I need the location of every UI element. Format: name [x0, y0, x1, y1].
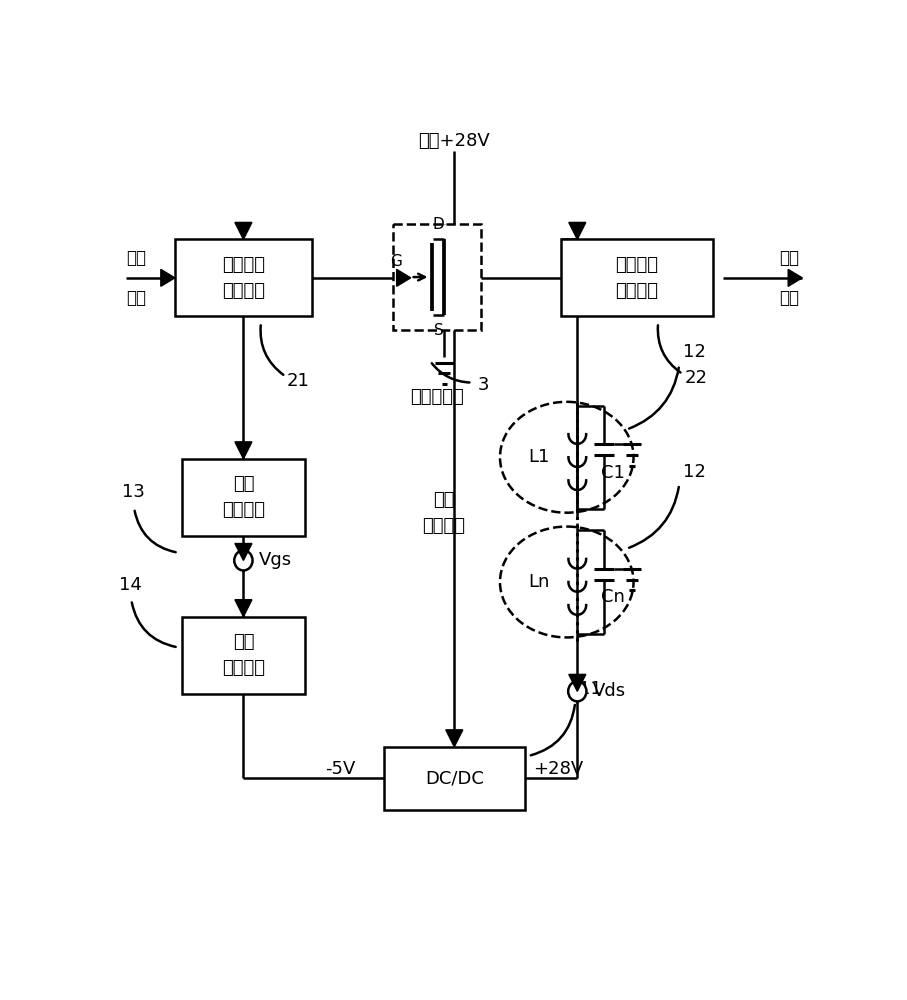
- Text: -5V: -5V: [326, 760, 356, 778]
- Text: G: G: [390, 254, 403, 269]
- Bar: [182, 617, 305, 694]
- Bar: [182, 459, 305, 536]
- Polygon shape: [235, 543, 252, 560]
- Text: 供电+28V: 供电+28V: [418, 132, 490, 150]
- Text: Vgs: Vgs: [258, 551, 292, 569]
- Text: D: D: [433, 217, 444, 232]
- Text: 输出: 输出: [779, 289, 799, 307]
- Text: Cn: Cn: [600, 588, 624, 606]
- Polygon shape: [569, 674, 586, 691]
- Text: 21: 21: [287, 372, 310, 390]
- Ellipse shape: [500, 527, 634, 637]
- Text: 14: 14: [119, 576, 141, 594]
- Text: +28V: +28V: [533, 760, 583, 778]
- Polygon shape: [235, 442, 252, 459]
- Polygon shape: [235, 222, 252, 239]
- Text: 射频: 射频: [779, 249, 799, 267]
- Polygon shape: [569, 222, 586, 239]
- Text: 输入阻抗
匹配电路: 输入阻抗 匹配电路: [222, 256, 265, 300]
- Text: 13: 13: [122, 483, 145, 501]
- Text: C1: C1: [600, 464, 624, 482]
- Polygon shape: [445, 730, 463, 747]
- Text: 射频: 射频: [126, 249, 146, 267]
- Text: 11: 11: [580, 680, 602, 698]
- Text: DC/DC: DC/DC: [424, 769, 483, 787]
- Text: 微波功率管: 微波功率管: [410, 388, 464, 406]
- Text: Ln: Ln: [528, 573, 550, 591]
- Text: 栅极
馈电网络: 栅极 馈电网络: [222, 475, 265, 520]
- Bar: [384, 747, 524, 810]
- Text: 22: 22: [685, 369, 707, 387]
- Text: 栅压
温补电路: 栅压 温补电路: [222, 633, 265, 677]
- Text: 输出阻抗
匹配电路: 输出阻抗 匹配电路: [616, 256, 658, 300]
- Bar: [393, 224, 481, 330]
- Text: 12: 12: [683, 343, 706, 361]
- Polygon shape: [161, 269, 175, 286]
- Polygon shape: [788, 269, 803, 286]
- Text: 3: 3: [478, 376, 490, 394]
- Bar: [561, 239, 713, 316]
- Circle shape: [234, 550, 252, 570]
- Circle shape: [568, 681, 587, 701]
- Polygon shape: [396, 269, 411, 286]
- Text: S: S: [434, 323, 444, 338]
- Polygon shape: [235, 600, 252, 617]
- Text: 12: 12: [683, 463, 706, 481]
- Text: 漏极
馈电网络: 漏极 馈电网络: [423, 490, 465, 535]
- Bar: [175, 239, 312, 316]
- Text: L1: L1: [528, 448, 550, 466]
- Text: Vds: Vds: [593, 682, 626, 700]
- Ellipse shape: [500, 402, 634, 513]
- Text: 输入: 输入: [126, 289, 146, 307]
